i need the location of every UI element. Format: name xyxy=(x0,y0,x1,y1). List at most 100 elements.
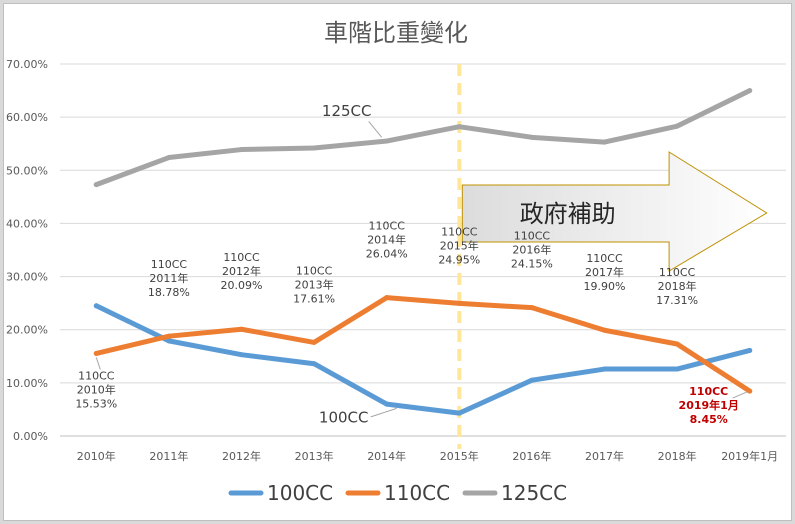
data-point-125CC xyxy=(456,124,462,130)
data-label-110: 2018年 xyxy=(658,279,697,293)
data-point-100CC xyxy=(602,366,607,372)
data-label-110: 26.04% xyxy=(366,248,408,261)
leader-line xyxy=(368,121,383,138)
data-label-110: 2011年 xyxy=(149,271,188,285)
data-label-110: 19.90% xyxy=(584,280,626,293)
data-point-100CC xyxy=(529,377,535,383)
legend-entry: 110CC xyxy=(384,481,450,505)
x-axis-ticks: 2010年 2011年 2012年 2013年 2014年 2015年 2016年 2017年… xyxy=(77,449,778,463)
data-point-110CC xyxy=(239,326,244,332)
data-point-100CC xyxy=(674,366,680,372)
data-label-110: 15.53% xyxy=(75,397,117,410)
x-tick-label: 2019年1月 xyxy=(721,449,778,463)
data-label-110: 24.95% xyxy=(438,253,480,266)
data-label-110: 110CC xyxy=(514,230,551,243)
x-tick-label: 2013年 xyxy=(295,449,334,463)
x-tick-label: 2012年 xyxy=(222,449,261,463)
chart-svg: 車階比重變化 0.00% 10.00% 20.00% 30.00% 40.00% 50.0… xyxy=(6,19,786,505)
y-tick-label: 30.00% xyxy=(6,271,48,284)
series-line-125CC xyxy=(93,88,753,188)
data-point-125CC xyxy=(384,138,390,144)
y-tick-label: 20.00% xyxy=(6,324,48,337)
data-point-110CC xyxy=(456,300,462,306)
x-tick-label: 2018年 xyxy=(658,449,697,463)
banner-layer: 政府補助 xyxy=(461,151,768,272)
data-label-110: 110CC xyxy=(689,385,728,398)
data-point-100CC xyxy=(239,352,244,358)
y-tick-label: 10.00% xyxy=(6,377,48,390)
data-point-125CC xyxy=(311,145,317,151)
data-point-110CC xyxy=(529,305,535,311)
data-point-110CC xyxy=(384,295,390,301)
y-tick-label: 50.00% xyxy=(6,164,48,177)
series-line-110CC xyxy=(93,295,753,394)
data-label-110: 2019年1月 xyxy=(679,398,739,412)
data-point-125CC xyxy=(166,155,172,161)
data-point-110CC xyxy=(93,350,99,356)
x-tick-label: 2017年 xyxy=(585,449,624,463)
data-label-110: 2010年 xyxy=(77,382,116,396)
y-tick-label: 70.00% xyxy=(6,58,48,71)
data-point-125CC xyxy=(529,134,535,140)
legend-entry: 125CC xyxy=(501,481,567,505)
data-label-110: 17.61% xyxy=(293,292,335,305)
data-label-110: 110CC xyxy=(586,252,623,265)
series-layer xyxy=(93,88,753,416)
data-point-100CC xyxy=(456,410,462,416)
chart-title: 車階比重變化 xyxy=(324,19,468,47)
data-point-100CC xyxy=(384,401,390,407)
data-point-110CC xyxy=(166,333,172,339)
data-label-110: 2016年 xyxy=(512,243,551,257)
data-point-125CC xyxy=(93,182,99,188)
leader-line xyxy=(95,357,101,370)
data-label-110: 17.31% xyxy=(656,294,698,307)
x-tick-label: 2015年 xyxy=(440,449,479,463)
data-point-125CC xyxy=(674,123,680,129)
data-label-110: 110CC xyxy=(441,225,478,238)
grid-layer xyxy=(60,63,786,437)
data-point-100CC xyxy=(311,361,317,367)
data-label-110: 18.78% xyxy=(148,286,190,299)
series-label-125: 125CC xyxy=(322,102,372,120)
legend: 100CC 110CC 125CC xyxy=(228,481,567,505)
data-label-110: 2017年 xyxy=(585,265,624,279)
data-point-125CC xyxy=(602,139,607,145)
data-label-110: 110CC xyxy=(369,220,406,233)
data-label-110: 2014年 xyxy=(367,233,406,247)
data-point-100CC xyxy=(93,303,99,309)
data-point-110CC xyxy=(674,341,680,347)
x-tick-label: 2010年 xyxy=(77,449,116,463)
data-label-110: 110CC xyxy=(223,251,260,264)
data-label-110: 20.09% xyxy=(221,279,263,292)
series-line-100CC xyxy=(93,303,753,416)
data-point-110CC xyxy=(747,388,753,394)
data-point-125CC xyxy=(747,88,753,94)
data-label-110: 110CC xyxy=(296,264,333,277)
data-point-125CC xyxy=(239,147,244,153)
data-point-110CC xyxy=(602,327,607,333)
data-point-100CC xyxy=(166,338,172,344)
data-label-110: 2015年 xyxy=(440,238,479,252)
x-tick-label: 2011年 xyxy=(149,449,188,463)
chart-frame: 車階比重變化 0.00% 10.00% 20.00% 30.00% 40.00% 50.0… xyxy=(3,3,792,521)
data-label-layer: 110CC2010年15.53%110CC2011年18.78%110CC201… xyxy=(75,102,747,427)
data-label-110: 24.15% xyxy=(511,258,553,271)
data-label-110: 8.45% xyxy=(690,413,728,426)
data-point-100CC xyxy=(747,347,753,353)
banner-arrow xyxy=(461,151,768,272)
data-label-110: 110CC xyxy=(659,266,696,279)
y-tick-label: 40.00% xyxy=(6,217,48,230)
y-axis-ticks: 0.00% 10.00% 20.00% 30.00% 40.00% 50.00% 60.00… xyxy=(6,58,48,443)
data-point-110CC xyxy=(311,339,317,345)
data-label-110: 110CC xyxy=(78,369,115,382)
series-label-100: 100CC xyxy=(319,409,369,427)
banner-text: 政府補助 xyxy=(520,200,616,228)
y-tick-label: 0.00% xyxy=(13,430,48,443)
x-tick-label: 2016年 xyxy=(512,449,551,463)
data-label-110: 110CC xyxy=(151,258,188,271)
leader-line xyxy=(370,407,397,418)
data-label-110: 2012年 xyxy=(222,264,261,278)
leader-line xyxy=(732,391,747,399)
x-tick-label: 2014年 xyxy=(367,449,406,463)
y-tick-label: 60.00% xyxy=(6,111,48,124)
